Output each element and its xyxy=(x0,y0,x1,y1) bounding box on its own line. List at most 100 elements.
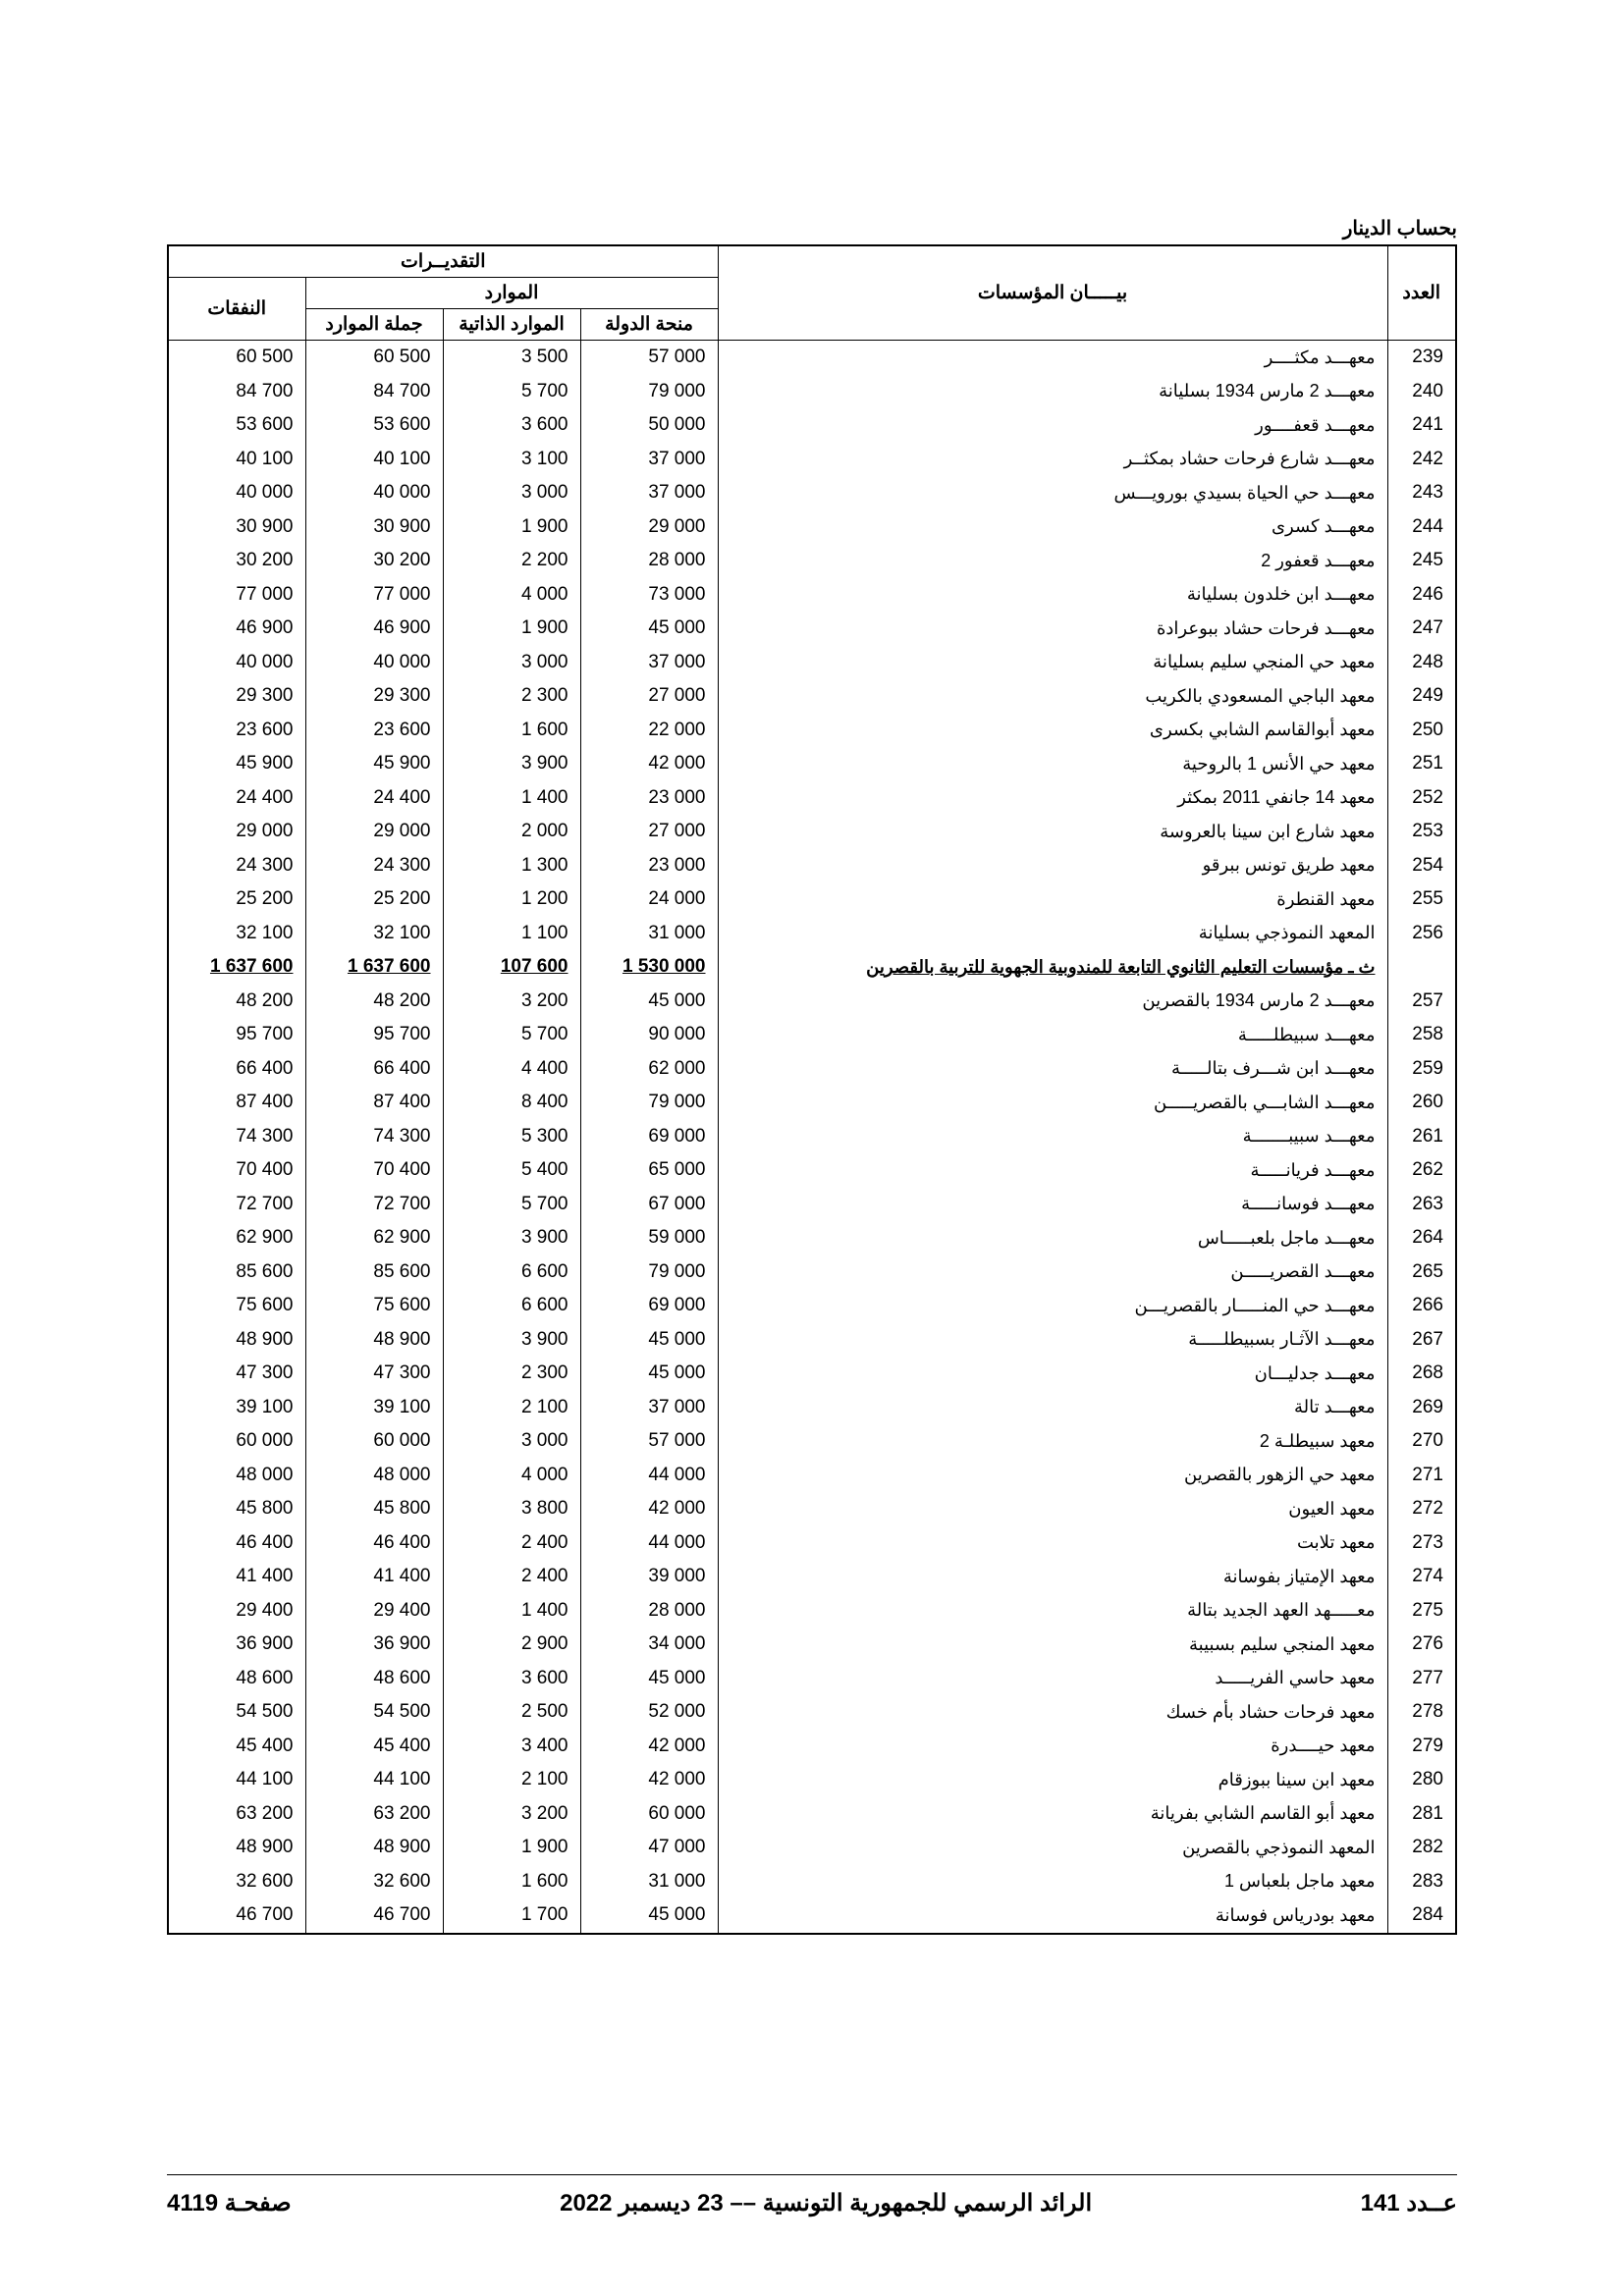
cell-total-res: 63 200 xyxy=(305,1797,443,1832)
cell-row-number: 250 xyxy=(1387,714,1456,748)
cell-institution-name: ث ـ مؤسسات التعليم الثانوي التابعة للمند… xyxy=(718,950,1387,985)
cell-total-res: 74 300 xyxy=(305,1120,443,1154)
cell-state-grant: 69 000 xyxy=(580,1120,718,1154)
col-estimates: التقديــرات xyxy=(168,245,718,278)
cell-institution-name: معهد العيون xyxy=(718,1492,1387,1526)
cell-institution-name: معهـــد تالة xyxy=(718,1391,1387,1425)
col-self-res: الموارد الذاتية xyxy=(443,309,580,341)
table-row: 25 20025 2001 20024 000معهد القنطرة255 xyxy=(168,882,1456,917)
cell-total-res: 84 700 xyxy=(305,375,443,409)
cell-total-res: 45 400 xyxy=(305,1730,443,1764)
cell-expenses: 46 900 xyxy=(168,612,305,646)
cell-self-res: 6 600 xyxy=(443,1289,580,1323)
cell-self-res: 1 200 xyxy=(443,882,580,917)
cell-institution-name: معهد طريق تونس ببرقو xyxy=(718,849,1387,883)
cell-row-number: 251 xyxy=(1387,747,1456,781)
cell-expenses: 53 600 xyxy=(168,408,305,443)
cell-institution-name: معهـــد الآثـار بسبيطلـــــة xyxy=(718,1323,1387,1358)
cell-expenses: 24 400 xyxy=(168,781,305,816)
issue-number: عــدد 141 xyxy=(1361,2189,1457,2217)
cell-self-res: 3 000 xyxy=(443,476,580,510)
cell-institution-name: معهد شارع ابن سينا بالعروسة xyxy=(718,815,1387,849)
cell-self-res: 2 400 xyxy=(443,1560,580,1594)
cell-state-grant: 27 000 xyxy=(580,679,718,714)
cell-state-grant: 44 000 xyxy=(580,1526,718,1561)
cell-state-grant: 34 000 xyxy=(580,1628,718,1662)
cell-institution-name: معهـــد حي الحياة بسيدي بورويـــس xyxy=(718,476,1387,510)
cell-expenses: 44 100 xyxy=(168,1763,305,1797)
cell-total-res: 24 400 xyxy=(305,781,443,816)
cell-state-grant: 79 000 xyxy=(580,1255,718,1290)
cell-expenses: 1 637 600 xyxy=(168,950,305,985)
cell-total-res: 40 000 xyxy=(305,476,443,510)
cell-row-number: 260 xyxy=(1387,1086,1456,1120)
cell-state-grant: 42 000 xyxy=(580,1492,718,1526)
cell-institution-name: معهد ماجل بلعباس 1 xyxy=(718,1865,1387,1899)
cell-institution-name: معهد سبيطلـة 2 xyxy=(718,1424,1387,1459)
table-row: 63 20063 2003 20060 000معهد أبو القاسم ا… xyxy=(168,1797,1456,1832)
cell-expenses: 63 200 xyxy=(168,1797,305,1832)
table-row: 29 40029 4001 40028 000معـــــهد العهد ا… xyxy=(168,1594,1456,1629)
cell-expenses: 48 200 xyxy=(168,985,305,1019)
page-container: بحساب الدينار التقديــرات بيـــــان المؤ… xyxy=(0,0,1624,1935)
cell-state-grant: 28 000 xyxy=(580,544,718,578)
cell-self-res: 1 600 xyxy=(443,714,580,748)
cell-state-grant: 60 000 xyxy=(580,1797,718,1832)
cell-expenses: 24 300 xyxy=(168,849,305,883)
cell-self-res: 6 600 xyxy=(443,1255,580,1290)
cell-total-res: 23 600 xyxy=(305,714,443,748)
cell-expenses: 72 700 xyxy=(168,1188,305,1222)
cell-self-res: 1 300 xyxy=(443,849,580,883)
cell-row-number: 241 xyxy=(1387,408,1456,443)
cell-state-grant: 1 530 000 xyxy=(580,950,718,985)
cell-total-res: 62 900 xyxy=(305,1221,443,1255)
cell-expenses: 70 400 xyxy=(168,1153,305,1188)
cell-expenses: 45 400 xyxy=(168,1730,305,1764)
cell-self-res: 3 000 xyxy=(443,646,580,680)
cell-institution-name: معهـــد جدليـــان xyxy=(718,1357,1387,1391)
cell-total-res: 48 900 xyxy=(305,1323,443,1358)
cell-expenses: 30 200 xyxy=(168,544,305,578)
cell-total-res: 53 600 xyxy=(305,408,443,443)
cell-row-number: 257 xyxy=(1387,985,1456,1019)
cell-total-res: 72 700 xyxy=(305,1188,443,1222)
cell-row-number: 282 xyxy=(1387,1831,1456,1865)
table-row: 62 90062 9003 90059 000معهـــد ماجل بلعب… xyxy=(168,1221,1456,1255)
cell-expenses: 39 100 xyxy=(168,1391,305,1425)
cell-state-grant: 45 000 xyxy=(580,1898,718,1934)
table-row: 66 40066 4004 40062 000معهـــد ابن شـــر… xyxy=(168,1052,1456,1087)
table-row: 48 00048 0004 00044 000معهد حي الزهور با… xyxy=(168,1459,1456,1493)
cell-state-grant: 39 000 xyxy=(580,1560,718,1594)
cell-total-res: 40 100 xyxy=(305,443,443,477)
unit-label: بحساب الدينار xyxy=(167,216,1457,240)
cell-state-grant: 37 000 xyxy=(580,476,718,510)
cell-total-res: 29 000 xyxy=(305,815,443,849)
cell-institution-name: معهد أبوالقاسم الشابي بكسرى xyxy=(718,714,1387,748)
cell-expenses: 60 000 xyxy=(168,1424,305,1459)
cell-state-grant: 31 000 xyxy=(580,917,718,951)
cell-self-res: 1 400 xyxy=(443,781,580,816)
cell-row-number: 254 xyxy=(1387,849,1456,883)
cell-expenses: 95 700 xyxy=(168,1018,305,1052)
table-row: 30 20030 2002 20028 000معهـــد قعفور 224… xyxy=(168,544,1456,578)
table-row: 85 60085 6006 60079 000معهـــد القصريـــ… xyxy=(168,1255,1456,1290)
cell-total-res: 44 100 xyxy=(305,1763,443,1797)
cell-expenses: 23 600 xyxy=(168,714,305,748)
cell-total-res: 66 400 xyxy=(305,1052,443,1087)
table-row: 45 90045 9003 90042 000معهد حي الأنس 1 ب… xyxy=(168,747,1456,781)
cell-total-res: 60 000 xyxy=(305,1424,443,1459)
table-row: 44 10044 1002 10042 000معهد ابن سينا ببو… xyxy=(168,1763,1456,1797)
cell-institution-name: معهد الباجي المسعودي بالكريب xyxy=(718,679,1387,714)
cell-expenses: 74 300 xyxy=(168,1120,305,1154)
cell-self-res: 2 400 xyxy=(443,1526,580,1561)
cell-total-res: 48 900 xyxy=(305,1831,443,1865)
cell-expenses: 46 400 xyxy=(168,1526,305,1561)
cell-state-grant: 45 000 xyxy=(580,1357,718,1391)
cell-state-grant: 37 000 xyxy=(580,1391,718,1425)
table-row: 32 10032 1001 10031 000المعهد النموذجي ب… xyxy=(168,917,1456,951)
cell-state-grant: 69 000 xyxy=(580,1289,718,1323)
cell-institution-name: معهـــد فرحات حشاد ببوعرادة xyxy=(718,612,1387,646)
cell-row-number: 253 xyxy=(1387,815,1456,849)
cell-expenses: 48 000 xyxy=(168,1459,305,1493)
table-row: 48 20048 2003 20045 000معهـــد 2 مارس 19… xyxy=(168,985,1456,1019)
